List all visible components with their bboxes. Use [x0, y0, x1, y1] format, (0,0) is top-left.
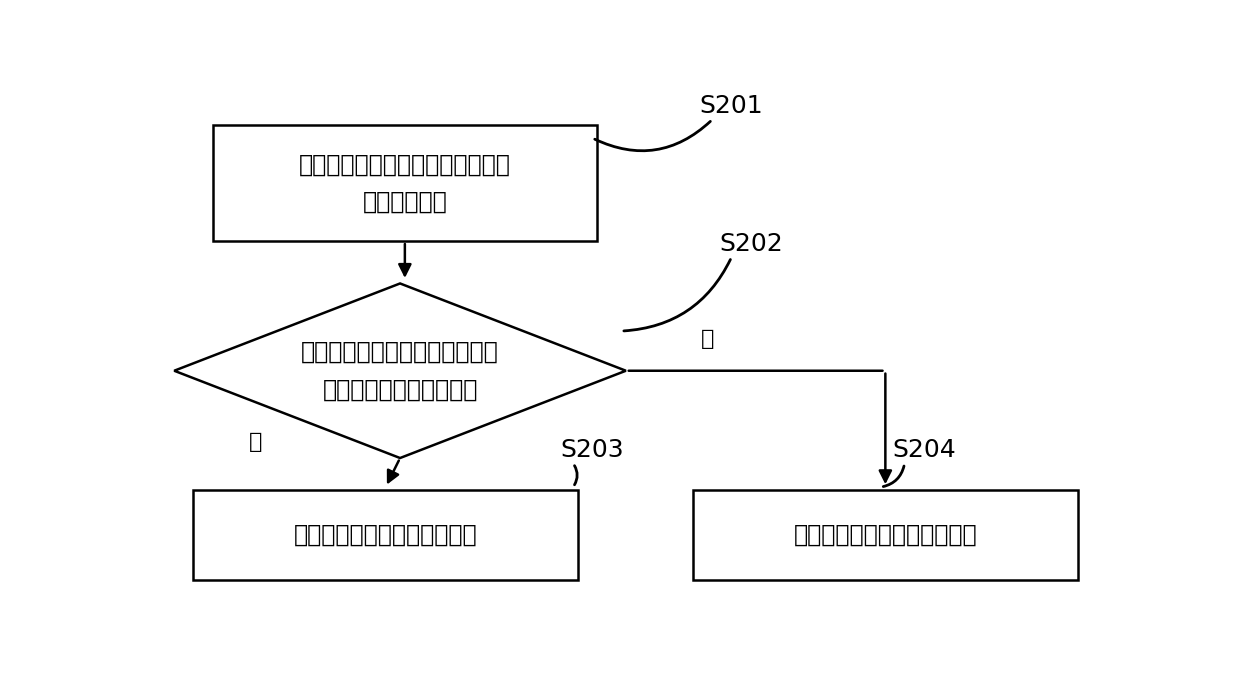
Text: 检测结果大于激光雷达正常工作
时的光照强度上限阈值？: 检测结果大于激光雷达正常工作 时的光照强度上限阈值？: [301, 340, 498, 401]
Text: 获取所述激光雷达的检测结果: 获取所述激光雷达的检测结果: [794, 523, 977, 547]
FancyBboxPatch shape: [693, 490, 1078, 580]
Text: S204: S204: [892, 438, 956, 462]
Text: 屏蔽所述激光雷达的检测结果: 屏蔽所述激光雷达的检测结果: [294, 523, 477, 547]
Text: 是: 是: [249, 432, 263, 452]
FancyBboxPatch shape: [193, 490, 578, 580]
Text: 否: 否: [701, 329, 714, 349]
Text: 获取激光雷达工作区域内的光照强
度的检测结果: 获取激光雷达工作区域内的光照强 度的检测结果: [299, 153, 511, 214]
Polygon shape: [174, 284, 626, 458]
Text: S203: S203: [560, 438, 624, 462]
FancyBboxPatch shape: [213, 125, 596, 241]
Text: S201: S201: [699, 94, 764, 118]
Text: S202: S202: [719, 232, 782, 256]
